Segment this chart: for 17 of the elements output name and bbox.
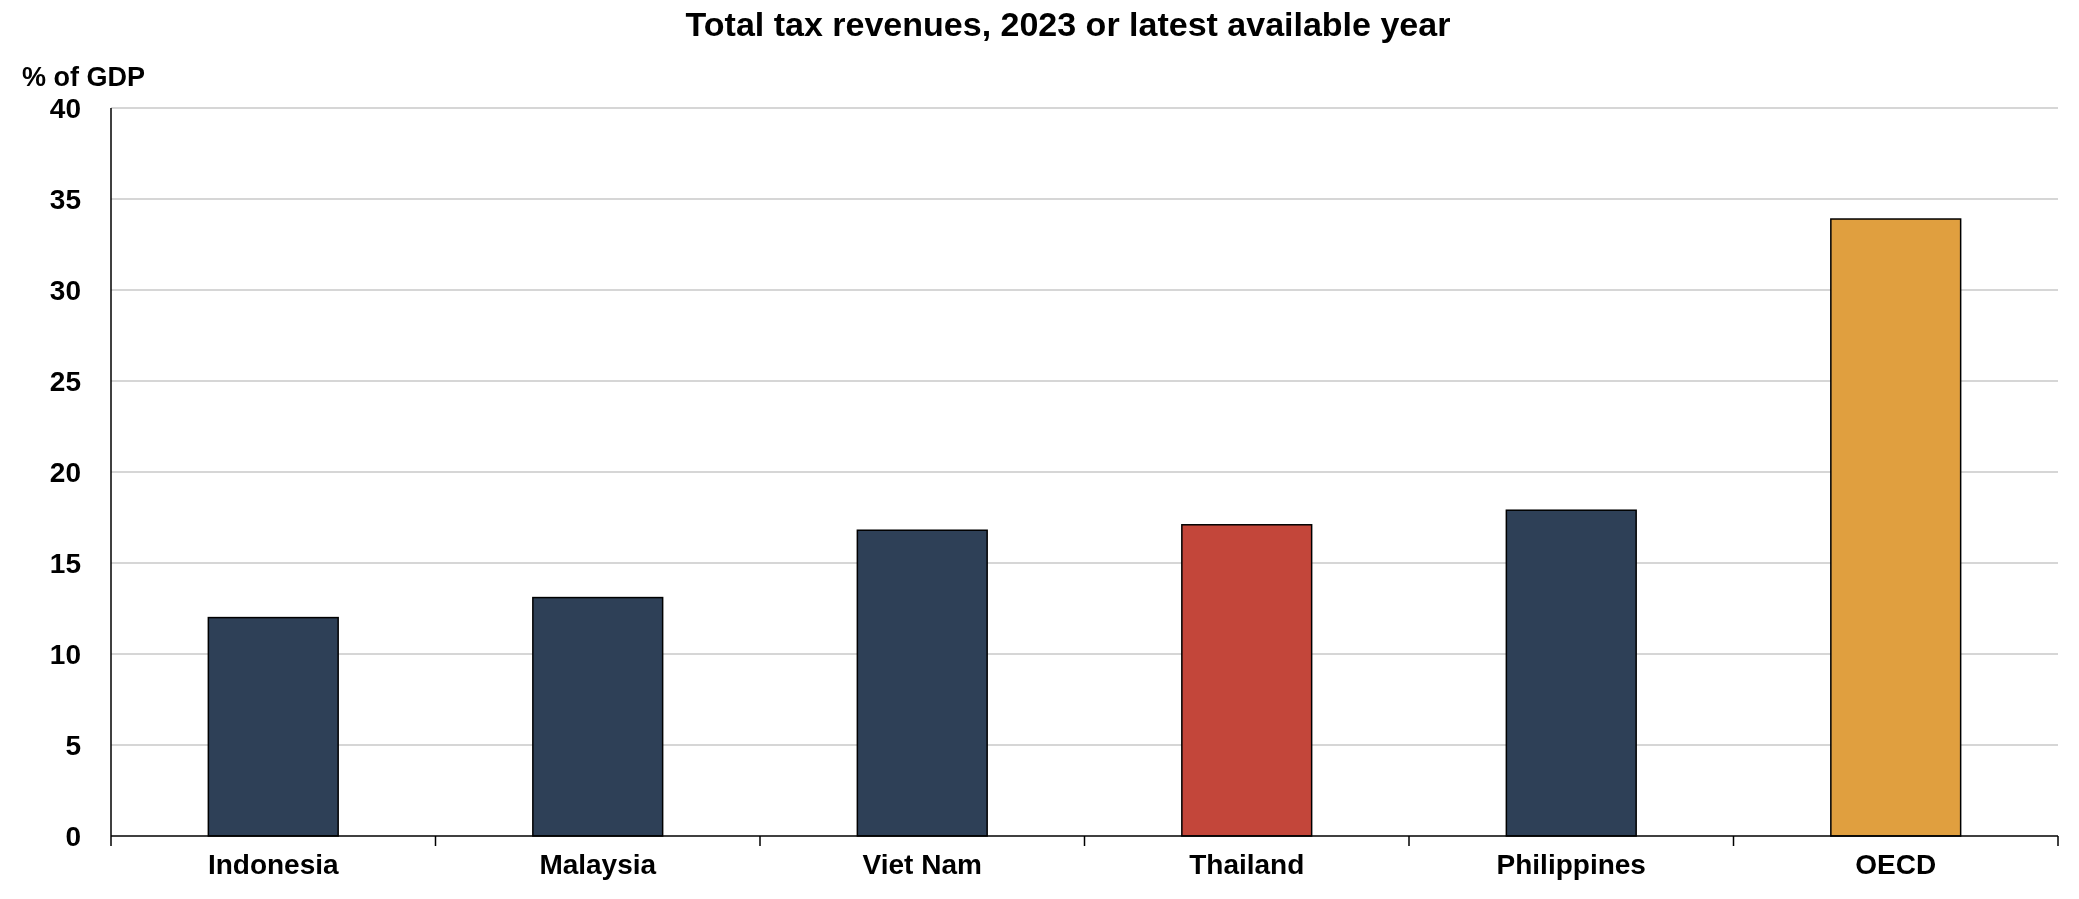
y-tick-label: 20 <box>49 456 81 488</box>
y-tick-label: 40 <box>49 92 81 124</box>
chart-title: Total tax revenues, 2023 or latest available year <box>685 5 1451 43</box>
y-axis-title: % of GDP <box>22 62 146 92</box>
x-tick-label: Viet Nam <box>862 849 982 880</box>
x-tick-label: Philippines <box>1496 849 1646 880</box>
x-tick-label: OECD <box>1855 849 1937 880</box>
y-tick-label: 0 <box>65 820 81 852</box>
y-tick-label: 5 <box>65 729 81 761</box>
y-tick-label: 30 <box>49 274 81 306</box>
y-tick-label: 35 <box>49 183 81 215</box>
y-tick-label: 25 <box>49 365 81 397</box>
x-tick-label: Malaysia <box>539 849 657 880</box>
x-tick-label: Thailand <box>1189 849 1305 880</box>
x-tick-label: Indonesia <box>207 849 340 880</box>
y-tick-label: 10 <box>49 638 81 670</box>
y-tick-label: 15 <box>49 547 81 579</box>
